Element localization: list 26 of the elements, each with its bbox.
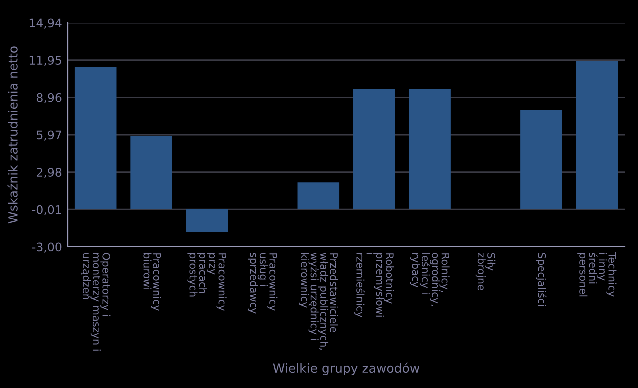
x-tick-label: Pracownicy przy pracach prostych: [188, 254, 227, 312]
x-tick-label: Rolnicy, ogrodnicy, leśnicy i rybacy: [410, 253, 450, 306]
bar: [130, 136, 172, 210]
bar: [353, 89, 396, 210]
x-tick-label: Przedstawiciele władz publicznych, wyżsi urzędnicy i kierownicy: [299, 252, 338, 350]
y-tick-label: 2,98: [37, 168, 62, 178]
y-tick-label: -3,00: [32, 242, 62, 253]
x-axis-title: Wielkie grupy zawodów: [273, 362, 420, 376]
x-tick-label: Operatorzy i monterzy maszyn i urządzeń: [81, 253, 111, 351]
x-tick-label: Pracownicy usług i sprzedawcy: [248, 253, 278, 314]
bar: [74, 67, 117, 210]
y-tick-label: 5,97: [37, 130, 62, 141]
x-tick-label: Specjaliści: [536, 253, 547, 306]
x-tick-label: Siły zbrojne: [476, 253, 496, 290]
y-tick-label: -0,01: [32, 205, 62, 216]
y-tick-label: 11,95: [30, 56, 62, 66]
y-tick-label: 8,96: [36, 93, 62, 104]
y-axis-title: Wskaźnik zatrudnienia netto: [8, 46, 18, 224]
y-tick-label: 14,94: [30, 18, 62, 29]
bar: [409, 89, 451, 210]
bar: [520, 110, 562, 210]
x-tick-label: Technicy i inny średni personel: [578, 252, 617, 297]
bar: [576, 61, 618, 210]
x-tick-label: Pracownicy biurowi: [144, 254, 162, 312]
bar: [298, 182, 340, 210]
bar: [186, 210, 228, 232]
